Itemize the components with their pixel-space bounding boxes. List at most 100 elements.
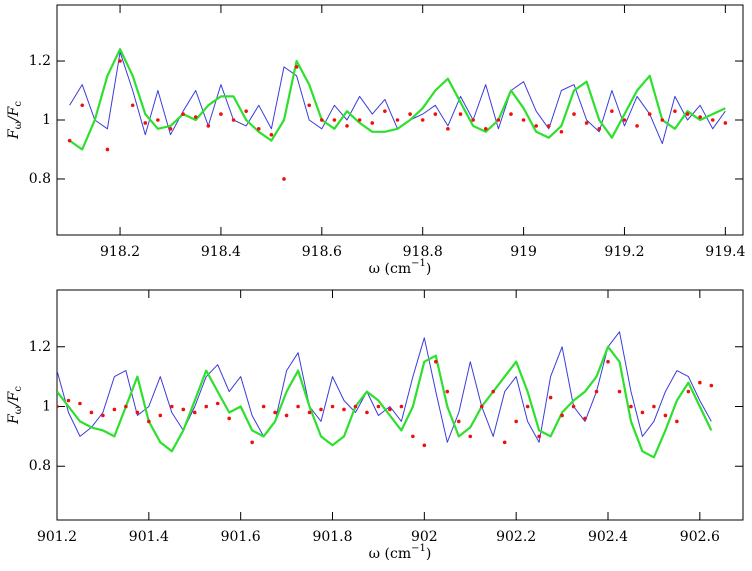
data-point xyxy=(395,118,400,122)
data-point xyxy=(370,121,375,125)
data-point xyxy=(572,112,576,116)
data-point xyxy=(723,121,728,125)
data-point xyxy=(169,404,174,409)
data-point xyxy=(635,124,639,128)
y-axis-label: Fω/Fc xyxy=(6,386,24,425)
data-point xyxy=(571,404,576,409)
data-point xyxy=(525,404,530,409)
x-tick-label: 919.2 xyxy=(604,244,644,260)
data-point xyxy=(284,413,289,418)
data-point xyxy=(583,416,587,421)
data-point xyxy=(181,407,186,412)
data-point xyxy=(135,410,140,415)
data-point xyxy=(383,109,387,113)
data-point xyxy=(617,389,622,394)
data-point xyxy=(250,440,254,445)
data-point xyxy=(89,410,94,415)
data-point xyxy=(446,127,450,131)
y-axis-label-part: /F xyxy=(6,105,22,123)
data-point xyxy=(320,118,324,122)
panel: 0.8 1 1.2 901.2 901.4 901.6 901.8 902 902.2 902.4… xyxy=(6,289,744,562)
data-point xyxy=(143,121,148,125)
data-point xyxy=(118,59,122,63)
data-point xyxy=(471,118,475,122)
data-point xyxy=(710,118,715,122)
data-point xyxy=(445,389,450,394)
x-tick-label: 902.2 xyxy=(496,529,536,545)
data-point xyxy=(193,115,198,119)
data-point xyxy=(147,419,151,424)
data-line xyxy=(57,331,712,443)
data-point xyxy=(584,121,589,125)
data-point xyxy=(547,124,551,128)
data-point xyxy=(502,440,507,445)
x-axis-label-part: −1 xyxy=(411,258,426,269)
data-point xyxy=(261,404,266,409)
data-point xyxy=(647,112,652,116)
data-point xyxy=(709,383,714,388)
data-line xyxy=(68,48,726,151)
data-point xyxy=(597,127,602,131)
data-point xyxy=(610,109,614,113)
panel: 0.8 1 1.2 918.2 918.4 918.6 918.8 919 919.2 919.4… xyxy=(6,4,745,278)
x-tick-label: 902.4 xyxy=(588,529,628,545)
data-point xyxy=(560,413,564,418)
y-tick-label: 1.2 xyxy=(29,53,51,69)
x-tick-label: 919.4 xyxy=(705,244,745,260)
data-point xyxy=(698,115,702,119)
data-point xyxy=(376,404,381,409)
x-tick-label: 918.2 xyxy=(100,244,140,260)
data-point xyxy=(294,65,299,69)
data-point xyxy=(124,404,128,409)
data-point xyxy=(269,132,274,137)
data-point xyxy=(456,419,461,424)
x-tick-label: 918.4 xyxy=(201,244,241,260)
x-axis-label-part: −1 xyxy=(411,543,426,554)
data-point xyxy=(458,112,463,116)
x-axis-label-part: ω (cm xyxy=(369,261,411,277)
data-point xyxy=(673,109,677,113)
data-point xyxy=(332,118,337,122)
data-point xyxy=(112,407,117,412)
x-axis-label: ω (cm−1) xyxy=(369,258,432,278)
data-point xyxy=(67,138,72,143)
y-axis-label-part: ω xyxy=(13,121,24,129)
data-point xyxy=(537,434,541,439)
data-point xyxy=(206,124,211,128)
y-axis-label-part: c xyxy=(13,101,24,107)
data-point xyxy=(622,118,627,122)
data-point xyxy=(388,407,392,412)
data-point xyxy=(491,389,496,394)
data-point xyxy=(307,103,312,108)
plot-frame xyxy=(56,289,744,521)
data-point xyxy=(282,177,286,181)
data-point xyxy=(130,103,135,108)
y-axis-label: Fω/Fc xyxy=(6,101,24,140)
data-point xyxy=(420,118,425,122)
data-point xyxy=(408,112,412,116)
data-point xyxy=(353,404,358,409)
y-axis-label-part: F xyxy=(6,413,22,425)
data-point xyxy=(158,413,163,418)
plot-frame xyxy=(56,4,744,236)
data-point xyxy=(345,124,349,128)
data-point xyxy=(80,103,85,108)
y-axis-label-part: /F xyxy=(6,390,22,408)
data-point xyxy=(483,127,488,131)
y-tick-label: 0.8 xyxy=(29,458,51,474)
data-point xyxy=(307,410,312,415)
data-point xyxy=(227,416,231,421)
data-point xyxy=(640,410,645,415)
data-point xyxy=(514,419,518,424)
data-point xyxy=(342,407,346,412)
data-point xyxy=(330,404,335,409)
x-axis-label-part: ω (cm xyxy=(369,546,411,562)
data-point xyxy=(652,404,656,409)
data-point xyxy=(594,389,599,394)
data-point xyxy=(559,129,564,134)
data-point xyxy=(422,443,427,448)
data-point xyxy=(219,112,223,116)
y-tick-label: 1 xyxy=(42,398,51,414)
data-point xyxy=(256,127,261,131)
data-point xyxy=(698,380,702,385)
